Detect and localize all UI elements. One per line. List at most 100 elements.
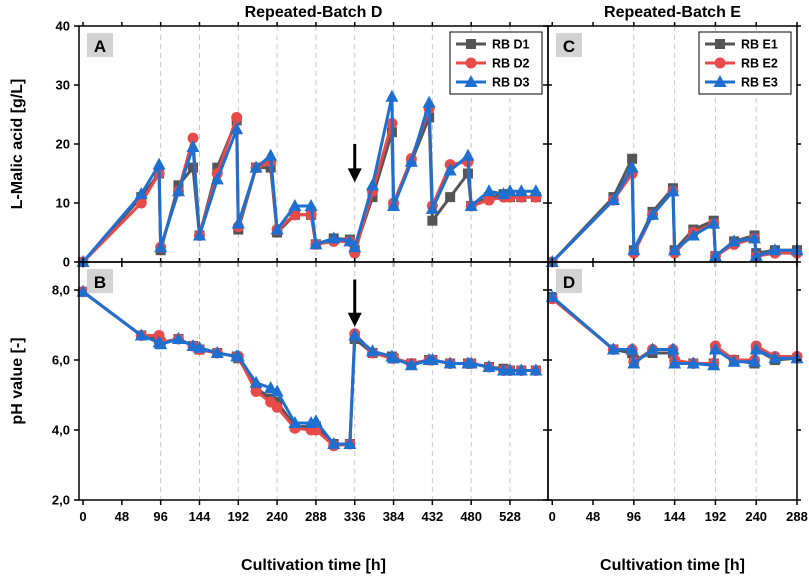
data-point bbox=[461, 148, 475, 161]
x-tick-label: 48 bbox=[115, 509, 129, 524]
data-point bbox=[270, 384, 284, 397]
legend-swatch-marker bbox=[714, 57, 726, 69]
x-tick-label: 96 bbox=[627, 509, 641, 524]
x-tick-label: 480 bbox=[460, 509, 482, 524]
data-point bbox=[666, 342, 680, 355]
series-markers-rb-e3 bbox=[545, 290, 804, 371]
data-point bbox=[288, 198, 302, 211]
data-point bbox=[443, 163, 457, 176]
data-point bbox=[443, 356, 457, 369]
data-point bbox=[668, 356, 682, 369]
data-point bbox=[171, 332, 185, 344]
x-tick-label: 192 bbox=[705, 509, 727, 524]
y-tick-label: 10 bbox=[56, 196, 70, 211]
data-point bbox=[249, 160, 263, 173]
data-point bbox=[210, 346, 224, 358]
data-point bbox=[210, 172, 224, 185]
data-point bbox=[348, 328, 362, 341]
data-point bbox=[171, 184, 185, 197]
data-point bbox=[545, 290, 559, 302]
y-tick-label: 8,0 bbox=[52, 283, 70, 298]
y-tick-label: 20 bbox=[56, 137, 70, 152]
arrow-head bbox=[347, 312, 362, 327]
x-tick-label: 336 bbox=[344, 509, 366, 524]
data-point bbox=[606, 342, 620, 355]
data-point bbox=[154, 337, 168, 350]
y-tick-label: 30 bbox=[56, 78, 70, 93]
data-point bbox=[503, 184, 517, 197]
data-point bbox=[304, 198, 318, 211]
data-point bbox=[668, 243, 682, 256]
plot-frame bbox=[547, 261, 798, 501]
data-point bbox=[727, 354, 741, 367]
y-tick-label: 6,0 bbox=[52, 353, 70, 368]
panel-label-text: D bbox=[563, 273, 575, 292]
data-point bbox=[264, 148, 278, 161]
data-point bbox=[76, 284, 90, 297]
data-point bbox=[529, 363, 543, 376]
data-point bbox=[404, 358, 418, 371]
legend-label: RB E1 bbox=[741, 38, 778, 52]
data-point bbox=[288, 416, 302, 428]
data-point bbox=[309, 414, 323, 427]
data-point bbox=[250, 386, 262, 397]
y-axis-label: pH value [-] bbox=[9, 337, 26, 424]
data-point bbox=[646, 207, 660, 220]
legend-entry: RB D2 bbox=[456, 57, 530, 71]
data-point bbox=[625, 342, 639, 355]
legend: RB E1 RB E2 RB E3 bbox=[698, 31, 792, 95]
data-point bbox=[422, 95, 436, 108]
data-point bbox=[425, 353, 439, 365]
legend-entry: RB E2 bbox=[705, 57, 778, 71]
y-tick-label: 2,0 bbox=[52, 493, 70, 508]
data-point bbox=[708, 342, 722, 355]
panel-title: Repeated-Batch D bbox=[245, 4, 383, 21]
data-point bbox=[187, 132, 199, 144]
data-point bbox=[348, 240, 362, 253]
data-point bbox=[367, 192, 378, 203]
panel-label-box bbox=[556, 33, 582, 57]
data-point bbox=[212, 162, 223, 173]
legend-entry: RB D1 bbox=[456, 38, 530, 52]
data-point bbox=[482, 360, 496, 372]
panel-d: 0 48 96 144 192 240 288 D Cultivation time [h] bbox=[543, 258, 808, 574]
data-point bbox=[503, 363, 517, 376]
data-point bbox=[749, 249, 763, 262]
data-point bbox=[529, 184, 543, 197]
data-point bbox=[231, 349, 245, 362]
data-point bbox=[152, 157, 166, 170]
legend-swatch-marker bbox=[713, 75, 727, 87]
panel-label-box bbox=[87, 269, 113, 293]
y-tick-label: 4,0 bbox=[52, 423, 70, 438]
legend-entry: RB E3 bbox=[705, 75, 778, 90]
data-point bbox=[231, 111, 243, 123]
panel-label-b: B bbox=[87, 269, 113, 293]
arrow-head bbox=[347, 168, 362, 183]
data-point bbox=[514, 363, 528, 376]
data-point bbox=[230, 122, 244, 135]
data-point bbox=[327, 437, 341, 449]
data-point bbox=[186, 139, 200, 152]
data-point bbox=[264, 381, 278, 393]
data-point bbox=[404, 154, 418, 167]
panel-label-c: C bbox=[556, 33, 582, 57]
data-point bbox=[270, 222, 284, 235]
legend-label: RB E3 bbox=[741, 76, 778, 90]
data-point bbox=[425, 201, 439, 214]
data-point bbox=[749, 342, 763, 355]
data-point bbox=[514, 184, 528, 197]
panel-label-text: B bbox=[94, 273, 106, 292]
data-point bbox=[385, 89, 399, 102]
data-point bbox=[464, 356, 478, 369]
legend-entry: RB D3 bbox=[456, 75, 530, 90]
data-point bbox=[387, 198, 401, 211]
legend-swatch-marker bbox=[466, 39, 476, 49]
data-point bbox=[708, 249, 722, 262]
data-point bbox=[134, 187, 148, 200]
data-point bbox=[192, 228, 206, 241]
data-point bbox=[646, 342, 660, 355]
panel-label-a: A bbox=[87, 33, 113, 57]
panel-b: 0 48 96 144 192 240 288 336 384 432 480 528 2,0 4,0 6,… bbox=[9, 258, 552, 574]
panel-c: C Repeated-Batch E RB E1 RB E2 RB E3 bbox=[543, 4, 804, 268]
